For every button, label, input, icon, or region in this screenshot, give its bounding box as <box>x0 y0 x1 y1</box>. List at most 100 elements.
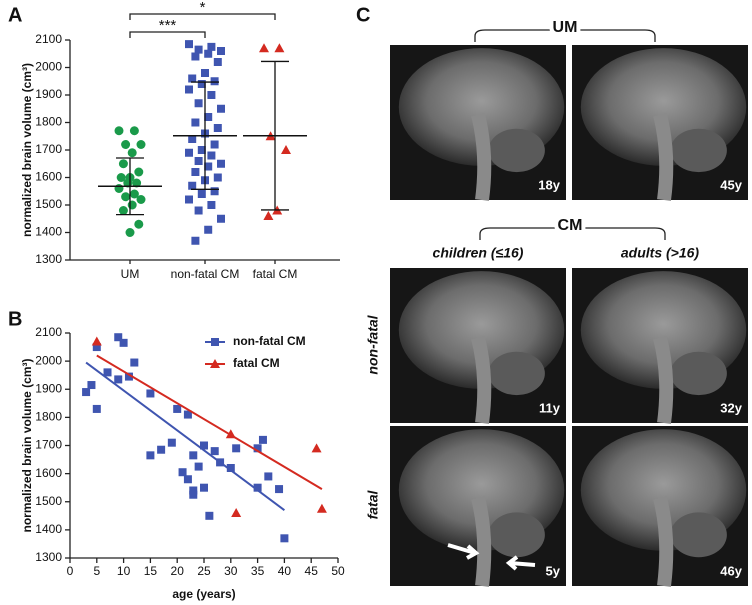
significance-bracket <box>129 13 276 20</box>
mri-brainstem <box>471 496 492 587</box>
point <box>134 219 144 229</box>
point <box>185 40 193 49</box>
point <box>204 162 213 171</box>
point <box>146 451 155 460</box>
point <box>116 173 126 182</box>
point <box>204 225 213 234</box>
point <box>92 404 101 413</box>
point <box>130 358 139 367</box>
point <box>197 190 206 198</box>
point <box>191 236 200 245</box>
mri-brainstem <box>653 113 674 201</box>
point <box>213 124 222 132</box>
point <box>189 490 198 499</box>
point <box>194 99 203 108</box>
point <box>129 126 139 136</box>
y-tick-label: 1600 <box>35 170 62 184</box>
panel-label: B <box>8 308 22 330</box>
group-bracket <box>474 29 656 42</box>
age-label: 46y <box>720 563 742 578</box>
point <box>274 43 285 53</box>
mri-panel: 18y 45y 11y 32y 5y 46y UM CM children (≤16) adult… <box>365 15 748 587</box>
point <box>185 85 193 94</box>
point <box>87 381 96 390</box>
row-label: non-fatal <box>365 314 381 374</box>
column-label: adults (>16) <box>621 245 700 261</box>
column-label: children (≤16) <box>433 245 524 261</box>
y-tick-label: 1400 <box>35 225 62 239</box>
point <box>211 338 219 346</box>
mri-cerebellum <box>488 512 545 558</box>
x-tick-label: 25 <box>197 564 211 578</box>
point <box>197 80 206 88</box>
significance-bracket <box>129 31 206 38</box>
point <box>173 404 182 413</box>
mri-brainstem <box>653 496 674 587</box>
point <box>132 178 142 188</box>
arrow <box>447 543 480 560</box>
point <box>127 148 137 158</box>
point <box>311 443 322 453</box>
y-tick-label: 2000 <box>35 353 62 367</box>
significance-label: *** <box>159 17 177 34</box>
point <box>134 167 144 177</box>
point <box>263 211 274 220</box>
point <box>207 151 216 160</box>
mri-cerebellum <box>488 128 545 173</box>
point <box>188 181 197 190</box>
point <box>264 472 273 481</box>
point <box>118 159 128 169</box>
mri-brainstem <box>471 113 492 201</box>
point <box>119 338 128 347</box>
point <box>231 508 242 517</box>
point <box>204 113 213 121</box>
age-label: 18y <box>538 177 560 192</box>
y-tick-label: 2100 <box>35 32 62 46</box>
group-label: CM <box>558 217 583 234</box>
y-tick-label: 1400 <box>35 522 62 536</box>
panel-label: A <box>8 4 22 26</box>
y-tick-label: 1800 <box>35 115 62 129</box>
point <box>194 462 203 471</box>
y-tick-label: 1500 <box>35 494 62 508</box>
x-tick-label: 15 <box>144 564 158 578</box>
point <box>204 49 213 58</box>
point <box>197 146 206 154</box>
legend-label: fatal CM <box>233 356 280 370</box>
x-tick-label: 35 <box>251 564 265 578</box>
y-tick-label: 1800 <box>35 410 62 424</box>
y-tick-label: 2100 <box>35 325 62 339</box>
point <box>217 47 225 55</box>
point <box>207 201 216 209</box>
point <box>258 435 267 444</box>
point <box>194 157 203 165</box>
point <box>183 410 192 419</box>
point <box>201 69 209 77</box>
point <box>157 445 166 454</box>
point <box>167 438 176 447</box>
point <box>146 389 155 398</box>
x-tick-label: 0 <box>67 564 74 578</box>
mri-cerebellum <box>670 128 727 173</box>
point <box>194 45 203 54</box>
point <box>194 206 203 215</box>
point <box>185 195 193 204</box>
mri-cerebellum <box>488 351 545 396</box>
point <box>217 214 225 223</box>
point <box>121 192 131 202</box>
point <box>136 140 146 149</box>
y-tick-label: 1600 <box>35 466 62 480</box>
point <box>210 77 219 86</box>
group-label: UM <box>553 19 578 36</box>
point <box>136 195 146 204</box>
point <box>121 140 131 149</box>
point <box>207 42 216 51</box>
point <box>124 372 133 381</box>
x-axis-title: age (years) <box>172 587 235 601</box>
point <box>217 159 225 168</box>
point <box>114 333 123 342</box>
y-tick-label: 1700 <box>35 142 62 156</box>
point <box>200 483 208 492</box>
point <box>92 343 101 352</box>
